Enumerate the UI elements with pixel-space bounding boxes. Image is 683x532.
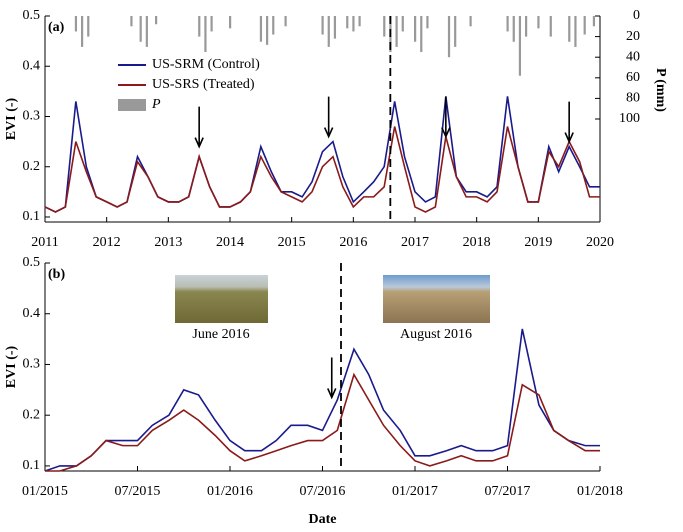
precip-bar [130, 16, 133, 27]
precip-bar [414, 16, 417, 42]
precip-bar [204, 16, 207, 53]
precip-bar [454, 16, 457, 47]
x-tick-label: 2014 [216, 235, 244, 250]
evi-line [45, 372, 600, 472]
y-tick-label: 0.2 [23, 159, 41, 174]
photo-caption: August 2016 [400, 327, 472, 342]
evi-line [44, 328, 600, 472]
y-tick-label: 0.5 [23, 8, 41, 23]
evi-line [44, 96, 600, 213]
arrow [323, 96, 334, 139]
x-tick-label: 01/2017 [392, 484, 438, 499]
precip-bar [592, 16, 596, 27]
precip-bar [352, 16, 355, 32]
y2-axis-label: P (mm) [653, 68, 668, 112]
y-axis-label: EVI (-) [4, 345, 19, 388]
precip-bar [512, 16, 515, 42]
panel-label: (b) [48, 267, 65, 282]
precip-bar [266, 16, 269, 45]
x-tick-label: 2020 [586, 235, 614, 250]
y2-tick-label: 100 [619, 111, 640, 126]
photo-august [383, 275, 490, 323]
precip-bar [74, 16, 78, 32]
panel-label: (a) [48, 20, 65, 35]
x-tick-label: 2017 [401, 235, 429, 250]
precip-bar [145, 16, 148, 47]
evi-line [44, 126, 600, 213]
precip-bar [506, 16, 509, 32]
precip-bar [383, 16, 386, 37]
precip-bar [469, 16, 472, 27]
legend-label: US-SRS (Treated) [152, 77, 255, 92]
precip-bar [583, 16, 586, 35]
x-axis-label: Date [309, 512, 337, 527]
precip-bar [272, 16, 275, 35]
legend-label: P [151, 97, 161, 112]
precip-bar [333, 16, 337, 39]
precip-bar [395, 16, 398, 47]
precip-bar [358, 16, 361, 27]
y-tick-label: 0.3 [23, 357, 41, 372]
y-tick-label: 0.4 [23, 306, 41, 321]
x-tick-label: 01/2018 [577, 484, 623, 499]
y-tick-label: 0.1 [23, 458, 41, 473]
x-tick-label: 01/2016 [207, 484, 253, 499]
x-tick-label: 07/2015 [115, 484, 161, 499]
precip-bar [259, 16, 263, 42]
y-axis-label: EVI (-) [4, 97, 19, 140]
precip-bar [537, 16, 540, 29]
precip-bar [549, 16, 552, 37]
precip-bar [568, 16, 571, 42]
y2-tick-label: 60 [626, 70, 640, 85]
precip-bar [284, 16, 287, 27]
y-tick-label: 0.5 [23, 255, 41, 270]
precip-bar [155, 16, 158, 25]
y-tick-label: 0.2 [23, 407, 41, 422]
precip-bar [81, 16, 84, 47]
precip-bar [518, 16, 522, 76]
precip-bar [327, 16, 330, 47]
arrow [564, 101, 574, 144]
legend-label: US-SRM (Control) [152, 57, 260, 72]
precip-bar [420, 16, 423, 53]
x-tick-label: 07/2016 [300, 484, 346, 499]
precip-bar [198, 16, 201, 37]
precip-bar [210, 16, 213, 32]
precip-bar [447, 16, 451, 58]
arrow [327, 357, 337, 400]
y-tick-label: 0.3 [23, 109, 41, 124]
photo-june [175, 275, 268, 323]
x-tick-label: 2015 [278, 235, 306, 250]
arrow [441, 96, 451, 139]
precip-bar [574, 16, 577, 47]
legend-swatch [118, 99, 146, 111]
x-tick-label: 2012 [93, 235, 121, 250]
y2-tick-label: 80 [626, 91, 640, 106]
y-tick-label: 0.4 [23, 58, 41, 73]
precip-bar [426, 16, 429, 29]
y2-tick-label: 40 [626, 49, 640, 64]
photo-caption: June 2016 [192, 327, 249, 342]
precip-bar [321, 16, 324, 35]
y2-tick-label: 20 [626, 29, 640, 44]
x-tick-label: 2019 [524, 235, 552, 250]
x-tick-label: 2013 [154, 235, 182, 250]
x-tick-label: 2018 [463, 235, 491, 250]
precip-bar [229, 16, 232, 29]
precip-bar [87, 16, 90, 37]
precip-bar [401, 16, 404, 32]
x-tick-label: 2016 [339, 235, 367, 250]
x-tick-label: 07/2017 [485, 484, 531, 499]
y-tick-label: 0.1 [23, 209, 41, 224]
arrow [194, 106, 204, 149]
precip-bar [346, 16, 349, 29]
precip-bar [139, 16, 142, 42]
x-tick-label: 01/2015 [22, 484, 68, 499]
y2-tick-label: 0 [633, 8, 640, 23]
x-tick-label: 2011 [31, 235, 58, 250]
precip-bar [525, 16, 528, 37]
